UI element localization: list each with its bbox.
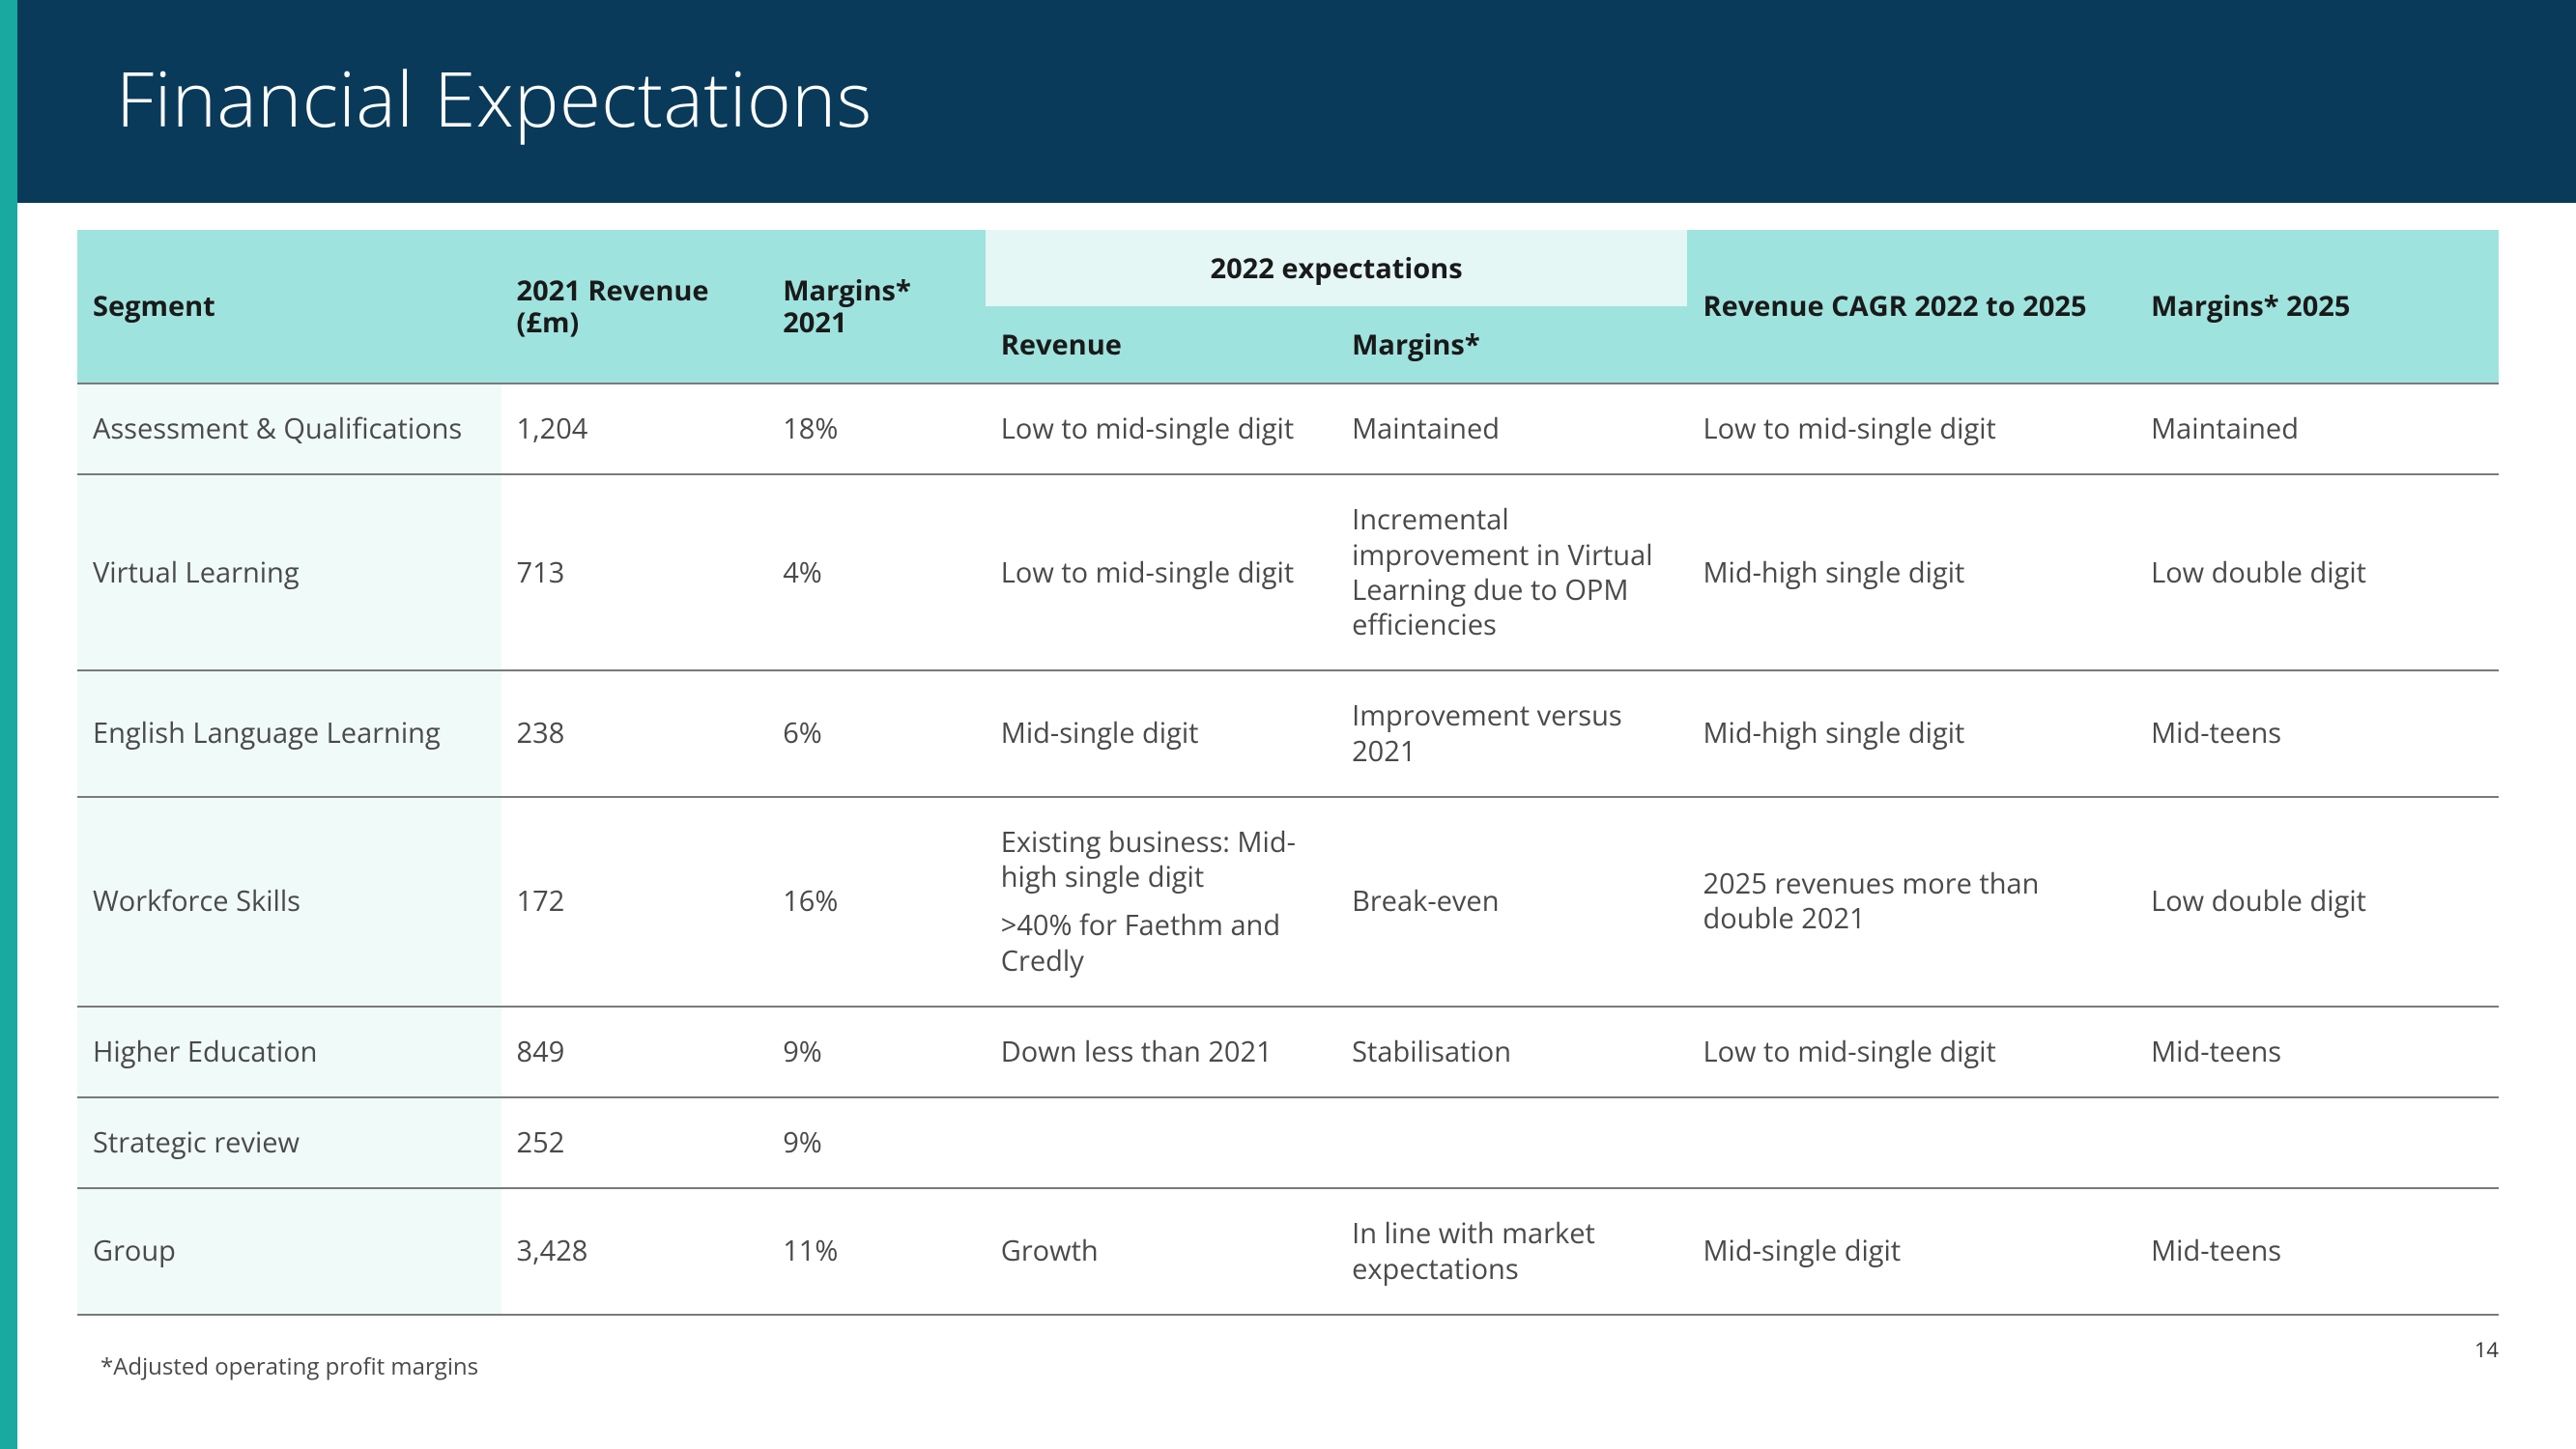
th-margins2025: Margins* 2025 [2135, 230, 2499, 384]
cell-margins2021: 18% [767, 384, 986, 474]
cell-margins2025: Mid-teens [2135, 670, 2499, 797]
table-row: Strategic review2529% [77, 1097, 2499, 1188]
cell-margins2021: 16% [767, 797, 986, 1007]
cell-exp-margins: Maintained [1336, 384, 1687, 474]
th-segment: Segment [77, 230, 501, 384]
accent-bar [0, 0, 17, 1449]
cell-cagr: Mid-high single digit [1687, 670, 2135, 797]
th-margins2021: Margins* 2021 [767, 230, 986, 384]
cell-rev2021: 1,204 [501, 384, 768, 474]
th-expectations-group: 2022 expectations [986, 230, 1688, 306]
cell-exp-revenue-main: Low to mid-single digit [1001, 554, 1294, 591]
cell-exp-revenue: Existing business: Mid-high single digit… [986, 797, 1336, 1007]
cell-cagr: 2025 revenues more than double 2021 [1687, 797, 2135, 1007]
table-row: Assessment & Qualifications1,20418% Low t… [77, 384, 2499, 474]
cell-rev2021: 238 [501, 670, 768, 797]
cell-rev2021: 713 [501, 474, 768, 670]
cell-margins2025 [2135, 1097, 2499, 1188]
slide: Financial Expectations Segment 2021 Reve… [0, 0, 2576, 1449]
th-rev2021: 2021 Revenue (£m) [501, 230, 768, 384]
cell-margins2021: 6% [767, 670, 986, 797]
table-row: Workforce Skills17216%Existing business:… [77, 797, 2499, 1007]
page-number: 14 [2475, 1335, 2499, 1364]
cell-cagr: Low to mid-single digit [1687, 384, 2135, 474]
table-row: Group3,42811% Growth In line with market e… [77, 1188, 2499, 1315]
table-body: Assessment & Qualifications1,20418% Low t… [77, 384, 2499, 1315]
cell-margins2021: 9% [767, 1097, 986, 1188]
th-cagr: Revenue CAGR 2022 to 2025 [1687, 230, 2135, 384]
cell-exp-revenue-main: Existing business: Mid-high single digit [1001, 823, 1296, 895]
th-exp-revenue: Revenue [986, 306, 1336, 384]
cell-cagr: Low to mid-single digit [1687, 1007, 2135, 1097]
cell-exp-margins: Stabilisation [1336, 1007, 1687, 1097]
cell-exp-revenue-main: Low to mid-single digit [1001, 410, 1294, 447]
cell-rev2021: 172 [501, 797, 768, 1007]
cell-exp-margins: Improvement versus 2021 [1336, 670, 1687, 797]
financial-expectations-table: Segment 2021 Revenue (£m) Margins* 2021 … [77, 230, 2499, 1316]
cell-rev2021: 849 [501, 1007, 768, 1097]
cell-segment: English Language Learning [77, 670, 501, 797]
cell-exp-revenue-sub: >40% for Faethm and Credly [1001, 908, 1321, 979]
cell-exp-revenue: Mid-single digit [986, 670, 1336, 797]
cell-exp-margins [1336, 1097, 1687, 1188]
cell-exp-revenue: Growth [986, 1188, 1336, 1315]
cell-segment: Higher Education [77, 1007, 501, 1097]
cell-exp-margins: Break-even [1336, 797, 1687, 1007]
cell-exp-revenue: Low to mid-single digit [986, 384, 1336, 474]
cell-segment: Group [77, 1188, 501, 1315]
table-row: Virtual Learning7134% Low to mid-single d… [77, 474, 2499, 670]
table-row: Higher Education8499% Down less than 2021… [77, 1007, 2499, 1097]
cell-margins2025: Maintained [2135, 384, 2499, 474]
cell-margins2025: Low double digit [2135, 474, 2499, 670]
cell-segment: Workforce Skills [77, 797, 501, 1007]
cell-margins2025: Low double digit [2135, 797, 2499, 1007]
cell-exp-revenue-main: Growth [1001, 1232, 1099, 1269]
cell-margins2025: Mid-teens [2135, 1007, 2499, 1097]
cell-exp-revenue: Low to mid-single digit [986, 474, 1336, 670]
cell-cagr: Mid-high single digit [1687, 474, 2135, 670]
cell-margins2021: 9% [767, 1007, 986, 1097]
cell-cagr: Mid-single digit [1687, 1188, 2135, 1315]
table-row: English Language Learning2386% Mid-single… [77, 670, 2499, 797]
cell-margins2021: 11% [767, 1188, 986, 1315]
cell-cagr [1687, 1097, 2135, 1188]
slide-title: Financial Expectations [116, 46, 2576, 149]
cell-exp-revenue [986, 1097, 1336, 1188]
cell-exp-margins: In line with market expectations [1336, 1188, 1687, 1315]
slide-header: Financial Expectations [0, 0, 2576, 203]
cell-rev2021: 3,428 [501, 1188, 768, 1315]
cell-exp-revenue-main: Mid-single digit [1001, 714, 1199, 752]
cell-margins2025: Mid-teens [2135, 1188, 2499, 1315]
footnote: *Adjusted operating profit margins [77, 1316, 2499, 1382]
cell-exp-revenue: Down less than 2021 [986, 1007, 1336, 1097]
cell-segment: Virtual Learning [77, 474, 501, 670]
cell-rev2021: 252 [501, 1097, 768, 1188]
cell-segment: Strategic review [77, 1097, 501, 1188]
cell-segment: Assessment & Qualifications [77, 384, 501, 474]
cell-exp-margins: Incremental improvement in Virtual Learn… [1336, 474, 1687, 670]
cell-margins2021: 4% [767, 474, 986, 670]
content-area: Segment 2021 Revenue (£m) Margins* 2021 … [0, 203, 2576, 1382]
th-exp-margins: Margins* [1336, 306, 1687, 384]
table-head: Segment 2021 Revenue (£m) Margins* 2021 … [77, 230, 2499, 384]
cell-exp-revenue-main: Down less than 2021 [1001, 1033, 1273, 1070]
